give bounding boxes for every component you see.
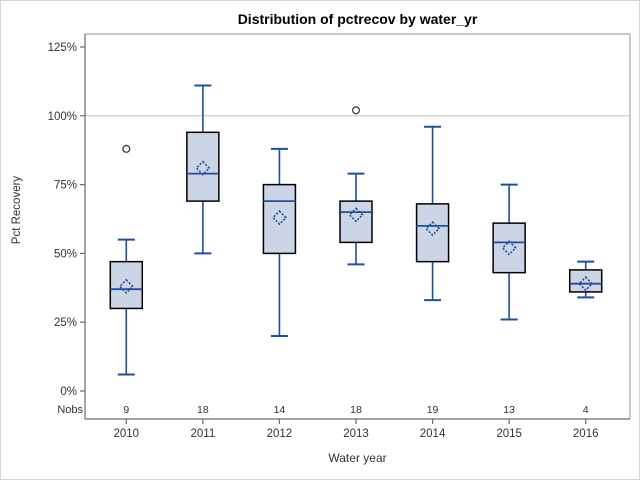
mean-diamond-2015 <box>501 240 517 256</box>
y-tick-label-75: 75% <box>54 180 77 192</box>
mean-diamond-2010 <box>118 278 134 295</box>
iqr-box-2014 <box>415 203 450 263</box>
mean-diamond-2014 <box>424 221 441 237</box>
iqr-box-2010 <box>109 260 144 310</box>
iqr-box-2012 <box>262 183 297 255</box>
mean-diamond-2012 <box>271 209 288 226</box>
y-axis-title: Pct Recovery <box>11 175 23 245</box>
mean-diamond-2016 <box>578 276 594 292</box>
outlier-2010-0 <box>122 144 131 153</box>
y-tick-label-0: 0% <box>60 386 77 398</box>
x-tick-label-2016: 2016 <box>573 428 599 440</box>
nobs-value-2016: 4 <box>583 404 589 416</box>
chart-title: Distribution of pctrecov by water_yr <box>237 11 478 27</box>
nobs-value-2014: 19 <box>427 404 439 416</box>
y-tick-label-125: 125% <box>48 42 77 54</box>
x-tick-label-2013: 2013 <box>343 428 369 440</box>
y-tick-label-50: 50% <box>54 248 77 260</box>
x-tick-label-2015: 2015 <box>496 428 522 440</box>
nobs-value-2013: 18 <box>350 404 362 416</box>
nobs-value-2010: 9 <box>123 404 129 416</box>
x-tick-label-2011: 2011 <box>190 428 215 440</box>
x-axis-title: Water year <box>328 451 387 465</box>
iqr-box-2015 <box>492 222 526 274</box>
x-tick-label-2012: 2012 <box>267 428 293 440</box>
mean-diamond-2013 <box>348 207 364 223</box>
nobs-value-2015: 13 <box>503 404 515 416</box>
nobs-value-2012: 14 <box>274 404 286 416</box>
iqr-box-2016 <box>568 269 603 293</box>
nobs-row-label: Nobs <box>57 404 83 416</box>
x-tick-label-2014: 2014 <box>420 428 446 440</box>
x-tick-label-2010: 2010 <box>113 428 139 440</box>
y-tick-label-25: 25% <box>54 317 77 329</box>
iqr-box-2011 <box>186 131 220 202</box>
y-tick-label-100: 100% <box>48 111 77 123</box>
outlier-2013-0 <box>351 106 361 115</box>
mean-diamond-2011 <box>195 160 211 176</box>
nobs-value-2011: 18 <box>197 404 209 416</box>
